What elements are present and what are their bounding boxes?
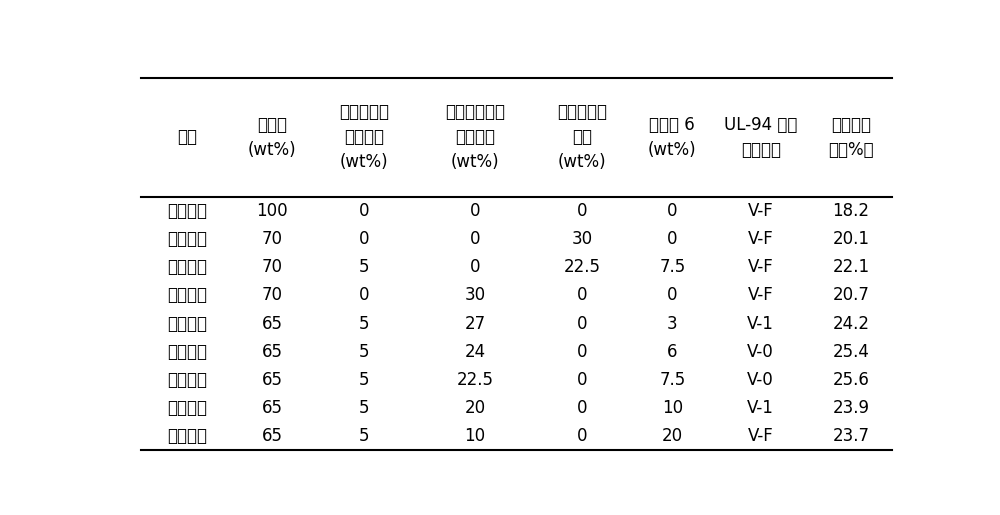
Text: V-F: V-F [748,202,774,220]
Text: 5: 5 [359,399,369,417]
Text: 实例: 实例 [177,128,197,146]
Text: 实施例四: 实施例四 [167,371,207,389]
Text: 本发明中改性
聚磷酸铵
(wt%): 本发明中改性 聚磷酸铵 (wt%) [445,103,505,171]
Text: 0: 0 [359,202,369,220]
Text: 24: 24 [464,342,486,360]
Text: 65: 65 [262,371,283,389]
Text: 0: 0 [359,230,369,248]
Text: 对照例二: 对照例二 [167,230,207,248]
Text: 7.5: 7.5 [659,258,685,276]
Text: 23.7: 23.7 [832,427,869,445]
Text: 0: 0 [577,342,587,360]
Text: 70: 70 [262,258,283,276]
Text: 20: 20 [662,427,683,445]
Text: 30: 30 [464,286,486,304]
Text: UL-94 垂直
燃烧等级: UL-94 垂直 燃烧等级 [724,116,797,159]
Text: 5: 5 [359,258,369,276]
Text: 100: 100 [256,202,288,220]
Text: 实施例六: 实施例六 [167,427,207,445]
Text: 70: 70 [262,286,283,304]
Text: 5: 5 [359,371,369,389]
Text: V-F: V-F [748,230,774,248]
Text: 0: 0 [577,427,587,445]
Text: 3: 3 [667,315,678,333]
Text: 聚丙烯接枝
马来酸酐
(wt%): 聚丙烯接枝 马来酸酐 (wt%) [339,103,389,171]
Text: 6: 6 [667,342,678,360]
Text: V-F: V-F [748,427,774,445]
Text: 0: 0 [667,202,678,220]
Text: 0: 0 [470,258,480,276]
Text: 5: 5 [359,427,369,445]
Text: V-0: V-0 [747,342,774,360]
Text: 0: 0 [359,286,369,304]
Text: 实施例三: 实施例三 [167,342,207,360]
Text: 23.9: 23.9 [832,399,869,417]
Text: 极限氧指
数（%）: 极限氧指 数（%） [828,116,874,159]
Text: 0: 0 [577,286,587,304]
Text: 27: 27 [464,315,486,333]
Text: 22.5: 22.5 [564,258,601,276]
Text: 30: 30 [572,230,593,248]
Text: V-0: V-0 [747,371,774,389]
Text: 实施例五: 实施例五 [167,399,207,417]
Text: 20: 20 [464,399,486,417]
Text: 20.1: 20.1 [832,230,869,248]
Text: 7.5: 7.5 [659,371,685,389]
Text: 65: 65 [262,315,283,333]
Text: V-F: V-F [748,286,774,304]
Text: 0: 0 [667,286,678,304]
Text: 0: 0 [470,230,480,248]
Text: V-1: V-1 [747,315,774,333]
Text: V-F: V-F [748,258,774,276]
Text: 22.5: 22.5 [457,371,494,389]
Text: 65: 65 [262,342,283,360]
Text: 24.2: 24.2 [832,315,869,333]
Text: 0: 0 [577,315,587,333]
Text: 聚酰胺 6
(wt%): 聚酰胺 6 (wt%) [648,116,697,159]
Text: 0: 0 [667,230,678,248]
Text: 5: 5 [359,315,369,333]
Text: 0: 0 [577,371,587,389]
Text: 10: 10 [662,399,683,417]
Text: 25.4: 25.4 [832,342,869,360]
Text: 5: 5 [359,342,369,360]
Text: 实施例二: 实施例二 [167,315,207,333]
Text: 对照例一: 对照例一 [167,202,207,220]
Text: 聚丙烯
(wt%): 聚丙烯 (wt%) [248,116,296,159]
Text: 18.2: 18.2 [832,202,869,220]
Text: 实施例一: 实施例一 [167,286,207,304]
Text: 0: 0 [577,399,587,417]
Text: 65: 65 [262,399,283,417]
Text: 25.6: 25.6 [832,371,869,389]
Text: 10: 10 [464,427,486,445]
Text: 22.1: 22.1 [832,258,869,276]
Text: 20.7: 20.7 [832,286,869,304]
Text: 65: 65 [262,427,283,445]
Text: 70: 70 [262,230,283,248]
Text: 0: 0 [470,202,480,220]
Text: 对照例三: 对照例三 [167,258,207,276]
Text: 未改性聚磷
酸铵
(wt%): 未改性聚磷 酸铵 (wt%) [557,103,607,171]
Text: V-1: V-1 [747,399,774,417]
Text: 0: 0 [577,202,587,220]
